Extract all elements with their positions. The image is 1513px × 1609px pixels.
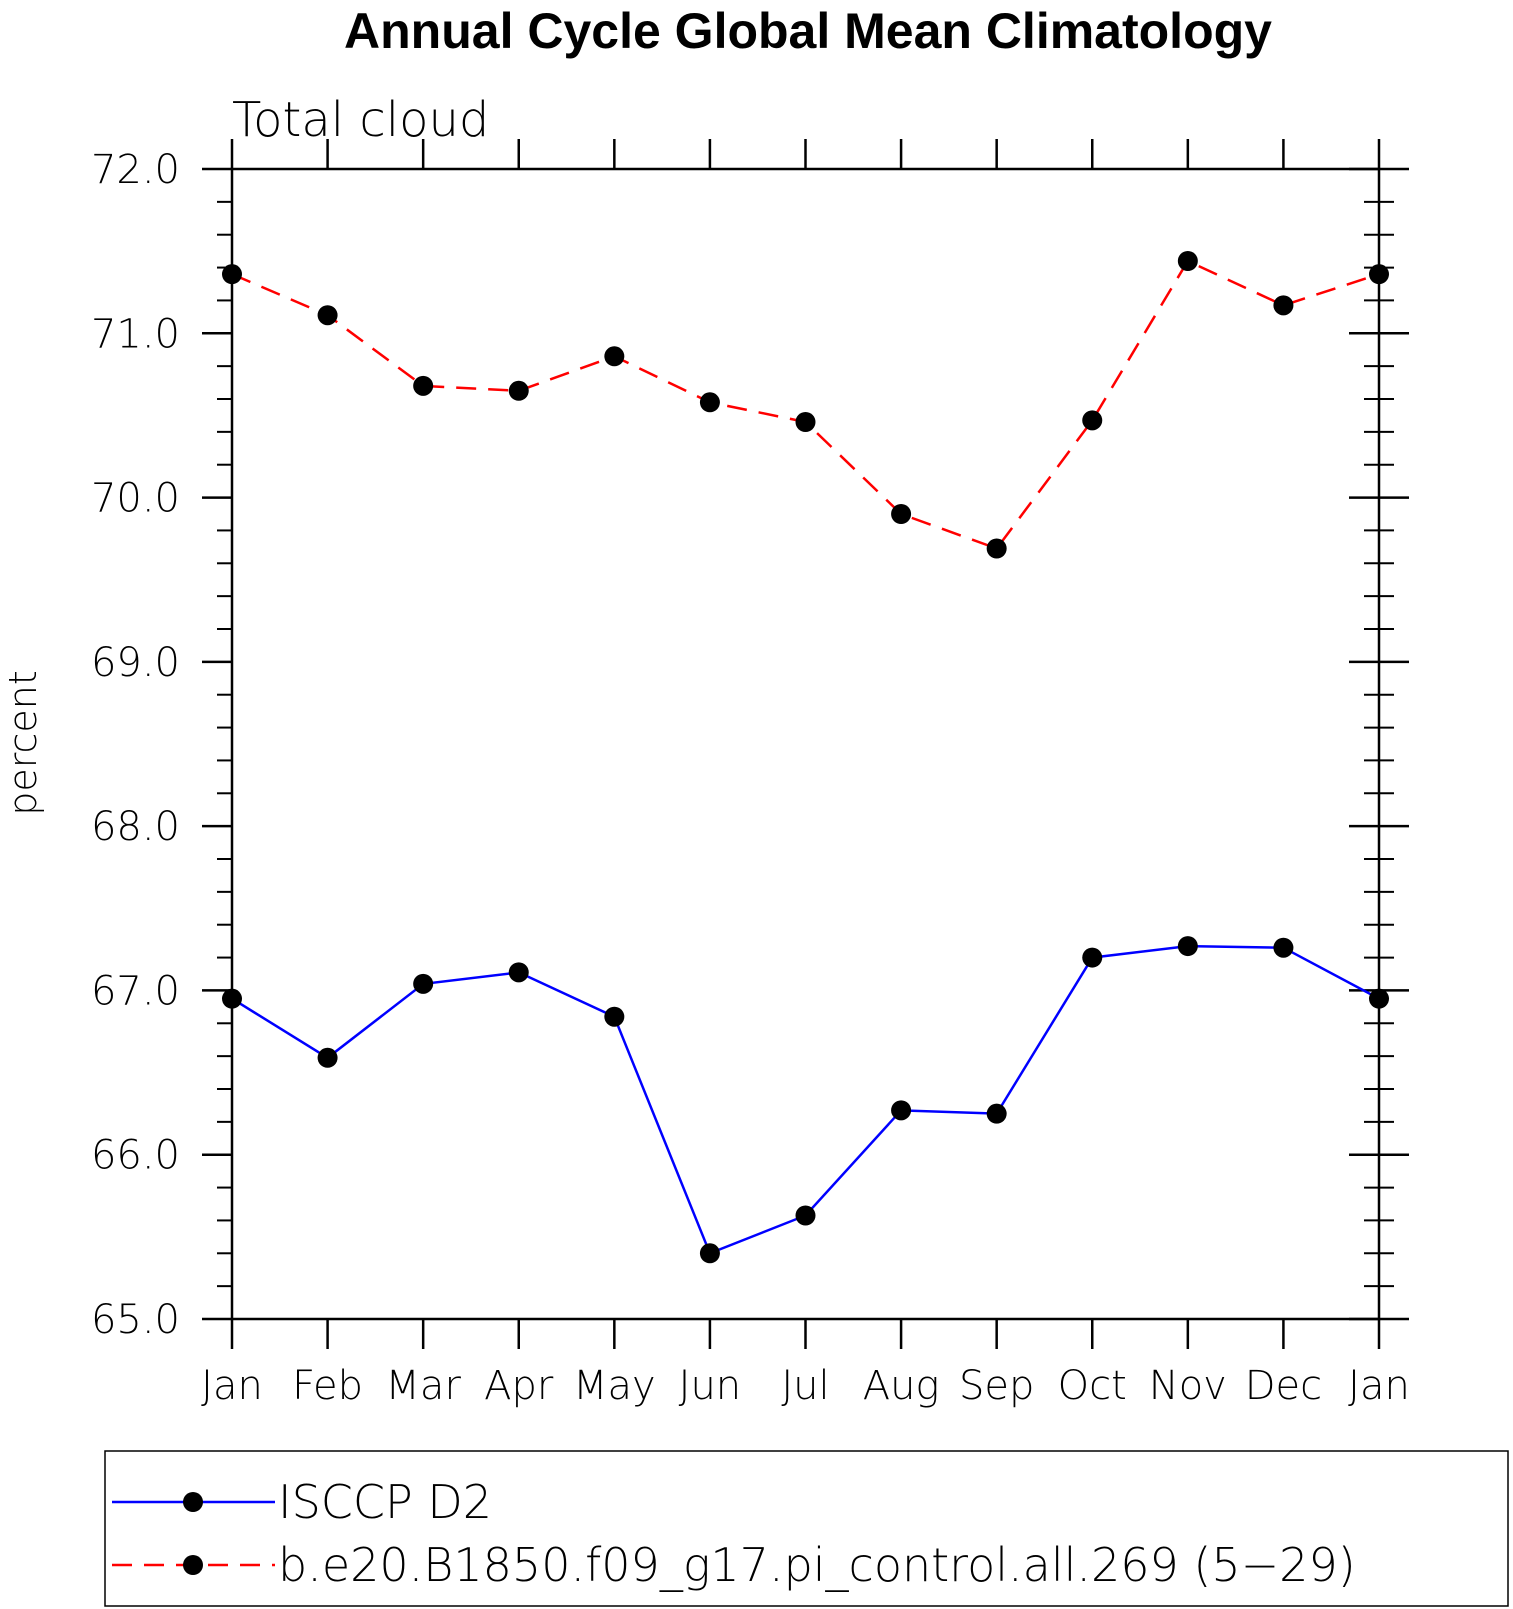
series-1-point <box>986 538 1007 559</box>
y-tick-label: 72.0 <box>91 147 180 193</box>
chart-subtitle: Total cloud <box>232 92 489 148</box>
series-line-1 <box>231 259 1380 550</box>
y-tick-label: 71.0 <box>91 311 180 357</box>
x-tick-label: Apr <box>484 1363 554 1409</box>
series-1-point <box>1369 264 1389 285</box>
series-0-point <box>795 1205 816 1226</box>
legend-box <box>104 1450 1509 1607</box>
series-1-point <box>1082 410 1103 431</box>
y-tick-label: 68.0 <box>91 804 180 850</box>
y-tick-label: 70.0 <box>91 476 180 522</box>
legend-label-0: ISCCP D2 <box>278 1475 492 1529</box>
series-0-point <box>317 1047 338 1068</box>
series-0-point <box>413 973 434 994</box>
series-0-point <box>1369 988 1389 1009</box>
legend-marker-1 <box>183 1555 203 1575</box>
x-tick-label: Sep <box>959 1363 1034 1409</box>
y-tick-label: 65.0 <box>91 1297 180 1343</box>
chart-title: Annual Cycle Global Mean Climatology <box>344 3 1272 59</box>
x-tick-label: Mar <box>385 1363 461 1409</box>
series-0-point <box>1273 937 1294 958</box>
series-1-point <box>699 392 720 413</box>
x-tick-label: May <box>573 1363 656 1409</box>
legend: ISCCP D2 b.e20.B1850.f09_g17.pi_control.a… <box>112 1475 1356 1592</box>
legend-label-1: b.e20.B1850.f09_g17.pi_control.all.269 (… <box>278 1538 1356 1592</box>
x-tick-label: Aug <box>863 1363 940 1409</box>
series-0-point <box>604 1006 625 1027</box>
plot-frame <box>230 167 1381 1321</box>
series-1-point <box>891 504 912 524</box>
series-0-point <box>222 988 242 1009</box>
series-1-point <box>1177 251 1198 271</box>
axis-ticks <box>202 139 1409 1349</box>
x-tick-label: Jul <box>781 1363 829 1409</box>
series-1-point <box>1273 295 1294 316</box>
series-layer <box>222 251 1389 1264</box>
legend-marker-0 <box>183 1492 203 1512</box>
series-0-point <box>891 1100 912 1121</box>
series-1-point <box>795 412 816 432</box>
x-tick-label: Dec <box>1245 1363 1322 1409</box>
series-0-point <box>508 962 529 983</box>
series-0-point <box>699 1243 720 1264</box>
x-tick-label: Nov <box>1149 1363 1227 1409</box>
y-tick-label: 67.0 <box>91 968 180 1014</box>
x-tick-label: Jan <box>1348 1363 1410 1409</box>
series-1-point <box>604 346 625 367</box>
y-tick-label: 66.0 <box>91 1133 180 1179</box>
series-1-point <box>317 305 338 326</box>
series-0-point <box>986 1103 1007 1124</box>
series-1-point <box>222 264 242 285</box>
series-1-point <box>413 375 434 396</box>
x-tick-label: Oct <box>1058 1363 1127 1409</box>
y-tick-labels: 65.0 66.0 67.0 68.0 69.0 70.0 71.0 72.0 <box>91 147 180 1343</box>
series-0-point <box>1177 936 1198 957</box>
series-0-point <box>1082 947 1103 968</box>
x-tick-label: Feb <box>292 1363 363 1409</box>
x-tick-label: Jun <box>679 1363 742 1409</box>
y-tick-label: 69.0 <box>91 640 180 686</box>
x-tick-labels: Jan Feb Mar Apr May Jun Jul Aug Sep Oct Nov Dec Jan <box>201 1363 1410 1409</box>
y-axis-label: percent <box>1 670 45 816</box>
x-tick-label: Jan <box>201 1363 263 1409</box>
series-1-point <box>508 380 529 401</box>
